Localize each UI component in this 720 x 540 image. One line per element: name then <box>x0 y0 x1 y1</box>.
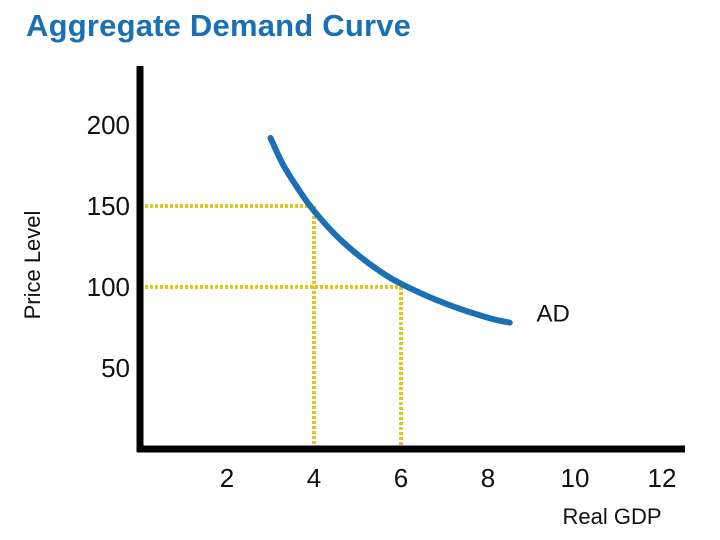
y-tick-label: 200 <box>87 110 130 140</box>
y-tick-label: 100 <box>87 272 130 302</box>
x-tick-label: 12 <box>648 463 677 493</box>
y-tick-label: 50 <box>101 353 130 383</box>
x-tick-label: 8 <box>481 463 495 493</box>
x-tick-label: 4 <box>307 463 321 493</box>
y-axis-title: Price Level <box>20 211 45 320</box>
x-tick-labels: 2 4 6 8 10 12 <box>220 463 677 493</box>
x-tick-label: 2 <box>220 463 234 493</box>
x-tick-label: 10 <box>561 463 590 493</box>
ad-curve <box>267 134 513 326</box>
chart-title: Aggregate Demand Curve <box>26 8 412 43</box>
y-tick-label: 150 <box>87 191 130 221</box>
guide-lines <box>140 204 403 449</box>
x-axis-title: Real GDP <box>562 504 661 529</box>
y-tick-labels: 200 150 100 50 <box>87 110 130 383</box>
x-tick-label: 6 <box>394 463 408 493</box>
ad-curve-label: AD <box>537 300 570 327</box>
